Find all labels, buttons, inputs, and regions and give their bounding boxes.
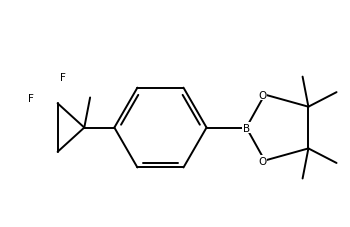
Text: F: F <box>60 73 65 83</box>
Text: O: O <box>258 156 266 166</box>
Text: O: O <box>258 90 266 100</box>
Text: F: F <box>28 94 34 104</box>
Text: B: B <box>243 123 250 133</box>
